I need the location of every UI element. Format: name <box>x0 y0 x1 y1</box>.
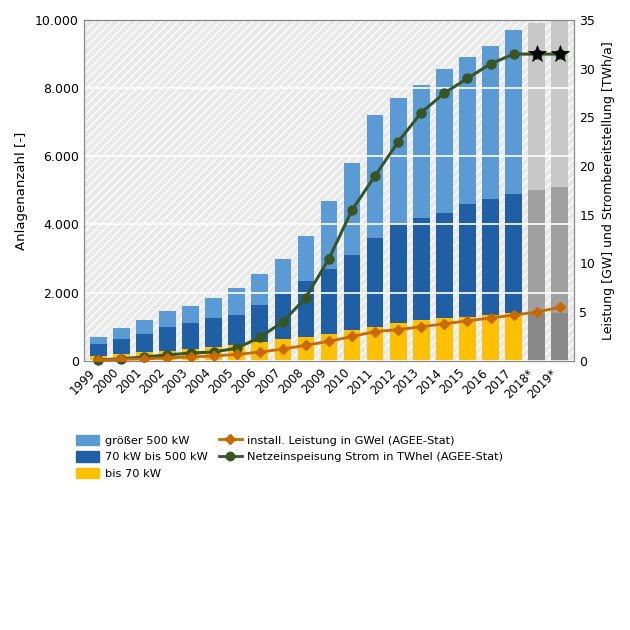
Bar <box>482 315 499 361</box>
Bar <box>505 30 522 194</box>
Bar <box>229 315 245 345</box>
Bar <box>551 187 568 313</box>
Bar <box>390 224 406 323</box>
Bar <box>529 313 545 361</box>
Bar <box>321 200 337 269</box>
Bar <box>529 23 545 190</box>
Bar <box>390 98 406 224</box>
Bar <box>459 57 476 204</box>
Bar <box>84 20 574 361</box>
Bar <box>413 85 430 218</box>
Bar <box>344 163 360 255</box>
Bar <box>482 199 499 315</box>
Bar <box>436 318 453 361</box>
Bar <box>367 238 384 327</box>
Bar <box>297 236 314 281</box>
Bar <box>275 339 291 361</box>
Bar <box>344 255 360 330</box>
Bar <box>136 320 152 333</box>
Bar <box>297 281 314 337</box>
Bar <box>297 337 314 361</box>
Bar <box>367 115 384 238</box>
Bar <box>205 347 222 361</box>
Bar <box>251 304 268 342</box>
Bar <box>413 218 430 320</box>
Bar <box>344 330 360 361</box>
Bar <box>459 204 476 316</box>
Bar <box>482 45 499 199</box>
Bar <box>529 190 545 313</box>
Bar <box>275 258 291 293</box>
Bar <box>159 327 176 350</box>
Bar <box>251 342 268 361</box>
Bar <box>182 306 199 323</box>
Bar <box>136 352 152 361</box>
Bar <box>321 333 337 361</box>
Bar <box>229 287 245 315</box>
Bar <box>113 339 130 354</box>
Bar <box>90 344 106 356</box>
Bar <box>390 323 406 361</box>
Bar <box>182 323 199 349</box>
Bar <box>136 333 152 352</box>
Bar <box>413 320 430 361</box>
Bar <box>113 354 130 361</box>
Bar <box>229 345 245 361</box>
Y-axis label: Leistung [GW] und Strombereitstellung [TWh/a]: Leistung [GW] und Strombereitstellung [T… <box>602 41 615 340</box>
Bar <box>205 298 222 318</box>
Bar <box>551 313 568 361</box>
Bar <box>251 274 268 304</box>
Bar <box>205 318 222 347</box>
Bar <box>321 269 337 333</box>
Bar <box>459 316 476 361</box>
Bar <box>436 212 453 318</box>
Bar <box>159 350 176 361</box>
Y-axis label: Anlagenanzahl [-]: Anlagenanzahl [-] <box>15 131 28 249</box>
Bar <box>159 311 176 327</box>
Legend: größer 500 kW, 70 kW bis 500 kW, bis 70 kW, install. Leistung in GWel (AGEE-Stat: größer 500 kW, 70 kW bis 500 kW, bis 70 … <box>76 435 503 479</box>
Bar <box>436 69 453 212</box>
Bar <box>551 20 568 187</box>
Bar <box>505 313 522 361</box>
Bar <box>90 337 106 344</box>
Bar <box>182 349 199 361</box>
Bar <box>505 194 522 313</box>
Bar <box>113 328 130 339</box>
Bar <box>90 356 106 361</box>
Bar <box>367 327 384 361</box>
Bar <box>275 293 291 339</box>
